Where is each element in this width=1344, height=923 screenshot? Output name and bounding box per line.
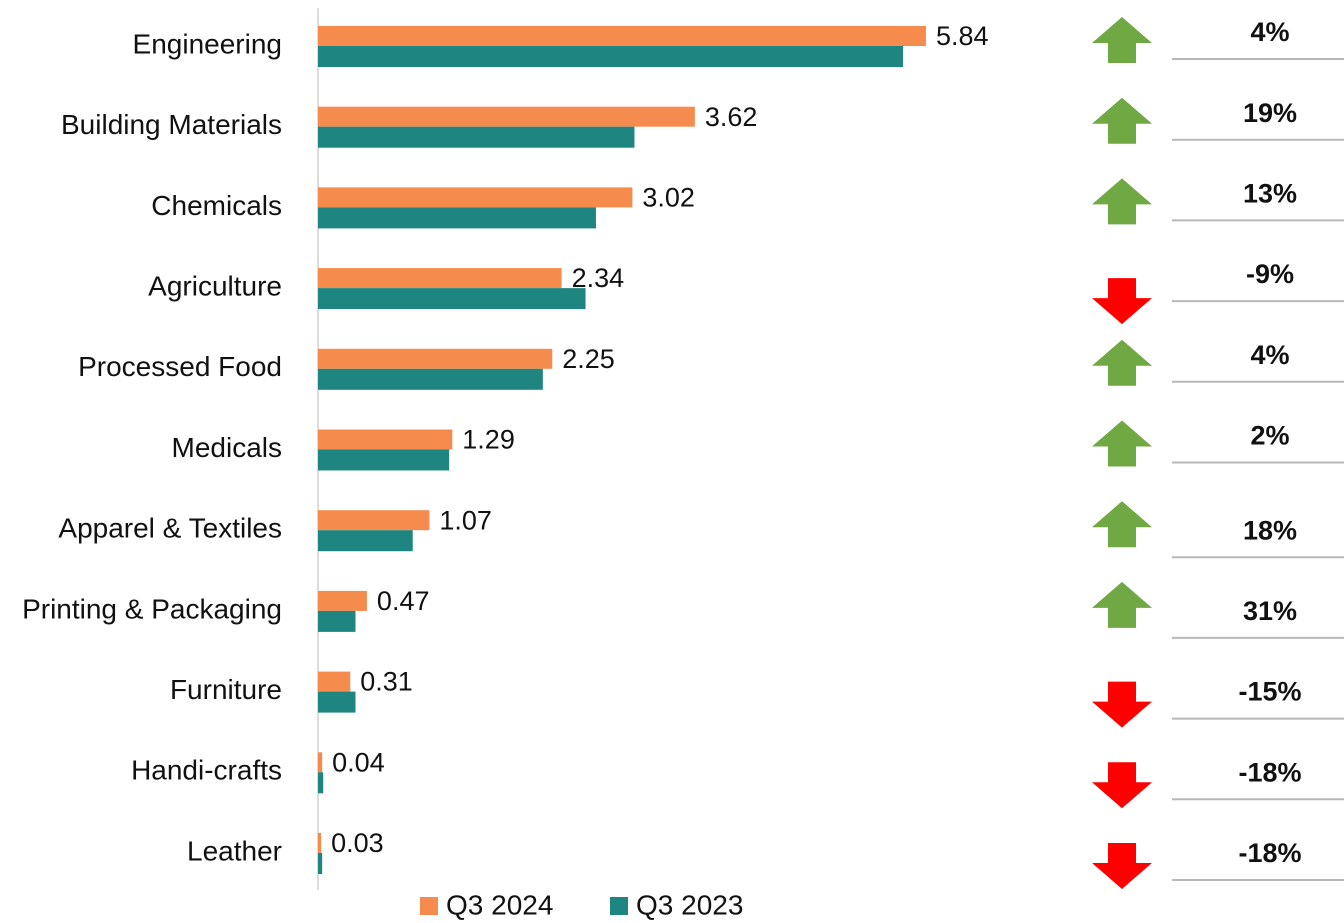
category-label: Apparel & Textiles [58, 513, 282, 544]
down-arrow [1092, 843, 1152, 889]
change-box [1172, 332, 1344, 381]
category-label: Handi-crafts [131, 755, 282, 786]
bar [318, 833, 322, 853]
bar [318, 288, 586, 310]
bar [318, 752, 323, 773]
bar [318, 772, 324, 794]
up-arrow [1092, 581, 1152, 628]
bar [318, 26, 926, 46]
bar [318, 853, 323, 874]
category-label: Furniture [170, 674, 282, 705]
up-arrow [1092, 178, 1152, 225]
legend-swatch [610, 897, 628, 915]
bar [318, 530, 413, 552]
down-arrow [1092, 762, 1152, 809]
category-label: Processed Food [78, 351, 282, 382]
bar [318, 429, 453, 450]
bar [318, 671, 351, 692]
value-label: 3.62 [705, 102, 758, 132]
change-box [1172, 252, 1344, 301]
change-label: 13% [1243, 179, 1297, 209]
value-label: 1.29 [462, 425, 515, 455]
change-box [1172, 750, 1344, 799]
change-label: 18% [1243, 515, 1297, 545]
value-label: 2.25 [562, 344, 615, 374]
bar [318, 126, 635, 148]
change-label: 4% [1250, 17, 1289, 47]
change-box [1172, 831, 1344, 879]
bar [318, 348, 553, 369]
up-arrow [1092, 339, 1152, 386]
change-box [1172, 413, 1344, 462]
change-box [1172, 588, 1344, 637]
value-label: 0.31 [360, 667, 413, 697]
value-label: 0.03 [331, 828, 384, 858]
bar [318, 610, 356, 632]
bar [318, 187, 633, 208]
legend-label: Q3 2023 [636, 889, 743, 920]
up-arrow [1092, 501, 1152, 548]
category-label: Medicals [172, 432, 282, 463]
change-label: 19% [1243, 98, 1297, 128]
bar [318, 46, 904, 67]
change-label: 31% [1243, 596, 1297, 626]
bar [318, 106, 695, 127]
bar [318, 691, 356, 713]
change-label: -15% [1238, 677, 1301, 707]
change-label: -18% [1238, 838, 1301, 868]
category-label: Building Materials [61, 109, 282, 140]
bar [318, 590, 367, 611]
change-box [1172, 90, 1344, 139]
up-arrow [1092, 17, 1152, 63]
category-label: Leather [187, 835, 282, 866]
legend-label: Q3 2024 [446, 889, 553, 920]
bar [318, 510, 430, 531]
value-label: 3.02 [642, 183, 695, 213]
change-label: -9% [1246, 259, 1294, 289]
legend-swatch [420, 897, 438, 915]
down-arrow [1092, 278, 1152, 325]
bar [318, 207, 596, 229]
up-arrow [1092, 420, 1152, 467]
change-label: 2% [1250, 421, 1289, 451]
change-box [1172, 669, 1344, 718]
value-label: 0.47 [377, 586, 430, 616]
bar [318, 268, 562, 289]
down-arrow [1092, 681, 1152, 728]
bar [318, 368, 543, 390]
change-box [1172, 171, 1344, 220]
change-box [1172, 10, 1344, 58]
category-label: Chemicals [151, 190, 282, 221]
value-label: 1.07 [439, 505, 492, 535]
up-arrow [1092, 97, 1152, 144]
change-label: -18% [1238, 757, 1301, 787]
value-label: 0.04 [332, 747, 385, 777]
category-label: Engineering [133, 28, 282, 59]
change-box [1172, 508, 1344, 557]
category-label: Printing & Packaging [22, 593, 282, 624]
change-label: 4% [1250, 340, 1289, 370]
value-label: 5.84 [936, 21, 989, 51]
bar [318, 449, 450, 471]
category-label: Agriculture [148, 270, 282, 301]
